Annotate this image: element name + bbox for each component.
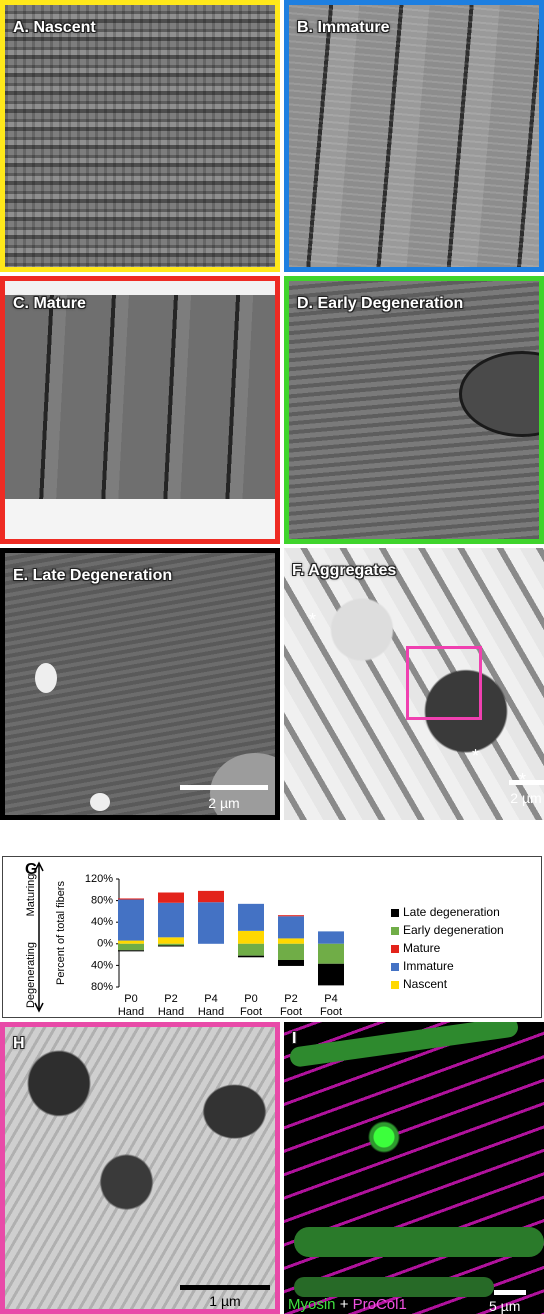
legend-label: Early degeneration <box>403 923 504 937</box>
bar-segment <box>118 944 144 950</box>
panel-e: E. Late Degeneration 2 µm <box>0 548 280 820</box>
y-tick-label: 0% <box>97 938 113 950</box>
legend-label: Mature <box>403 941 441 955</box>
figure: A. Nascent B. Immature C. Mature D. Earl… <box>0 0 544 1314</box>
panel-i: I Myosin + ProCol1 5 µm <box>284 1022 544 1314</box>
panel-label: H <box>13 1035 25 1053</box>
legend-swatch <box>391 981 399 989</box>
bar-segment <box>318 964 344 986</box>
bar-segment <box>118 898 144 899</box>
bar-segment <box>318 931 344 943</box>
bar-segment <box>198 902 224 944</box>
panel-label: D. Early Degeneration <box>297 295 463 313</box>
stain: + <box>340 1296 349 1313</box>
bar-segment <box>158 945 184 946</box>
panel-label: E. Late Degeneration <box>13 567 172 585</box>
panel-label: C. Mature <box>13 295 86 313</box>
panel-f: F. Aggregates * * * 2 µm <box>284 548 544 820</box>
legend-swatch <box>391 945 399 953</box>
bar-segment <box>278 960 304 966</box>
panel-label: B. Immature <box>297 19 389 37</box>
panel-c: C. Mature <box>0 276 280 544</box>
bar-segment <box>118 941 144 944</box>
scale-bar-label: 2 µm <box>496 790 544 806</box>
y-tick-label: 80% <box>91 895 113 907</box>
bar-segment <box>238 904 264 931</box>
bar-segment <box>118 900 144 941</box>
legend-label: Immature <box>403 959 454 973</box>
bar-segment <box>238 931 264 944</box>
bar-segment <box>278 916 304 938</box>
panel-b: B. Immature <box>284 0 544 272</box>
bar-segment <box>278 938 304 943</box>
scale-bar-label: 5 µm <box>489 1298 520 1314</box>
bar-segment <box>158 903 184 938</box>
panel-a: A. Nascent <box>0 0 280 272</box>
side-label: Maturing <box>25 874 37 917</box>
legend-label: Nascent <box>403 977 448 991</box>
scale-bar <box>509 780 544 785</box>
scale-bar <box>180 785 268 790</box>
side-label: Degenerating <box>25 942 37 1008</box>
legend-swatch <box>391 909 399 917</box>
inset-box <box>406 646 482 720</box>
scale-bar <box>494 1290 526 1295</box>
panel-label: I <box>292 1030 296 1048</box>
y-tick-label: 80% <box>91 981 113 993</box>
chart: 120% 80% 40% 0% 40% 80% Percent of total fiber… <box>3 857 541 1017</box>
y-axis-label: Percent of total fibers <box>55 881 67 985</box>
bar-segment <box>238 956 264 958</box>
legend-swatch <box>391 963 399 971</box>
panel-label: F. Aggregates <box>292 562 396 580</box>
bar-segment <box>198 891 224 902</box>
y-tick-label: 40% <box>91 916 113 928</box>
bar-segment <box>278 944 304 960</box>
bar-segment <box>318 944 344 964</box>
bar-segment <box>158 893 184 903</box>
y-tick-label: 40% <box>91 959 113 971</box>
stain: ProCol1 <box>353 1296 407 1313</box>
bar-segment <box>158 944 184 946</box>
marker: * <box>309 610 316 631</box>
scale-bar-label: 2 µm <box>180 795 268 811</box>
legend-label: Late degeneration <box>403 905 500 919</box>
bar-segment <box>278 915 304 916</box>
panel-d: D. Early Degeneration <box>284 276 544 544</box>
legend-swatch <box>391 927 399 935</box>
panel-g: G 120%80%40%0%40%80%Percent of total fib… <box>2 856 542 1018</box>
stain-label: Myosin + ProCol1 <box>288 1296 407 1313</box>
scale-bar-label: 1 µm <box>180 1293 270 1309</box>
panel-h: H 1 µm <box>0 1022 280 1314</box>
y-tick-label: 120% <box>85 873 113 885</box>
bar-segment <box>238 944 264 956</box>
bar-segment <box>158 937 184 943</box>
scale-bar <box>180 1285 270 1290</box>
panel-label: A. Nascent <box>13 19 96 37</box>
marker: * <box>472 746 479 767</box>
bar-segment <box>118 950 144 951</box>
stain: Myosin <box>288 1296 336 1313</box>
